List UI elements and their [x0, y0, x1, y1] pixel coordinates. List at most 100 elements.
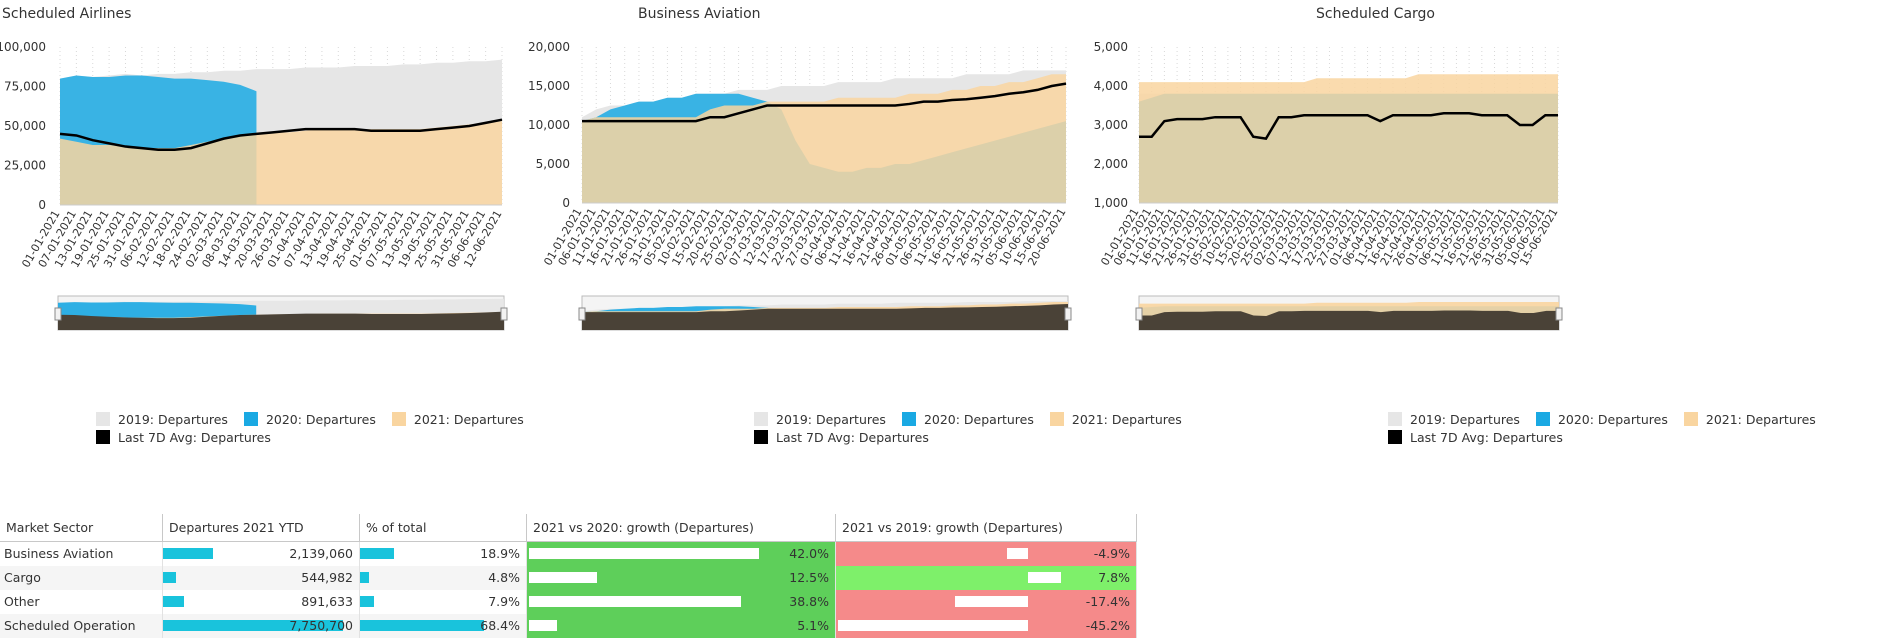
swatch-2019 [96, 412, 110, 426]
swatch-2020 [901, 412, 916, 426]
growth-2020-bar [529, 572, 598, 583]
y-tick-label: 10,000 [528, 118, 570, 132]
swatch-2021 [391, 412, 406, 426]
chart-title: Scheduled Airlines [2, 6, 132, 22]
cell-sector: Cargo [0, 566, 163, 590]
sector-label: Other [4, 594, 40, 609]
navigator-handle-right[interactable] [500, 307, 508, 321]
cell-content: 7.8% [836, 566, 1136, 590]
legend-label: 2019: Departures [776, 411, 886, 427]
cell-departures: 2,139,060 [162, 541, 360, 566]
cell-growth-2019: 7.8% [835, 566, 1137, 590]
legend-item-2019[interactable]: 2019: Departures [1388, 412, 1520, 427]
cell-sector: Scheduled Operation [0, 614, 163, 638]
table-row[interactable]: Business Aviation 2,139,060 18.9% 42.0% -4.9… [0, 541, 1137, 566]
cell-content: 2,139,060 [163, 542, 359, 566]
legend-item-2019[interactable]: 2019: Departures [96, 412, 228, 427]
column-header-market-sector[interactable]: Market Sector [0, 514, 163, 542]
growth-2019-bar [1007, 548, 1028, 559]
swatch-avg [1388, 430, 1402, 444]
y-tick-label: 0 [562, 196, 570, 210]
departures-bar [163, 620, 343, 631]
chart-scheduled-airlines[interactable]: 025,00050,00075,000100,00001-01-202107-0… [0, 0, 620, 450]
chart-business-aviation[interactable]: 05,00010,00015,00020,00001-01-202106-01-… [528, 0, 1286, 450]
legend-item-2020[interactable]: 2020: Departures [1535, 412, 1668, 427]
cell-sector: Business Aviation [0, 541, 163, 566]
cell-content: -45.2% [836, 614, 1136, 638]
pct-value: 4.8% [488, 570, 520, 585]
growth-2019-bar [954, 596, 1028, 607]
sector-label: Scheduled Operation [4, 618, 136, 633]
navigator-handle-left[interactable] [578, 307, 586, 321]
navigator-handle-right[interactable] [1555, 307, 1563, 321]
legend-item-2020[interactable]: 2020: Departures [243, 412, 376, 427]
pct-value: 18.9% [480, 546, 520, 561]
column-header-growth-2019[interactable]: 2021 vs 2019: growth (Departures) [835, 514, 1137, 542]
cell-content: 18.9% [360, 542, 526, 566]
market-sector-table: Market Sector Departures 2021 YTD % of t… [0, 514, 1137, 638]
growth-2019-bar [838, 620, 1028, 631]
legend-item-2019[interactable]: 2019: Departures [754, 412, 886, 427]
cell-content: 4.8% [360, 566, 526, 590]
area-series-y2021 [582, 74, 1066, 203]
cell-content: Cargo [0, 566, 162, 590]
growth-2020-bar [529, 620, 557, 631]
legend-label: Last 7D Avg: Departures [1410, 429, 1563, 445]
legend-label: 2019: Departures [118, 411, 228, 427]
legend-item-2021[interactable]: 2021: Departures [1683, 412, 1816, 427]
chart-panel-business-aviation: Business Aviation 0 5,000 10,000 15,000 20,0… [528, 0, 1286, 450]
cell-growth-2020: 42.0% [526, 541, 836, 566]
table-row[interactable]: Other 891,633 7.9% 38.8% -17.4% [0, 590, 1137, 614]
cell-content: 891,633 [163, 590, 359, 614]
navigator-series [1139, 310, 1559, 330]
cell-content: 7.9% [360, 590, 526, 614]
y-tick-label: 3,000 [1094, 118, 1128, 132]
cell-departures: 891,633 [162, 590, 360, 614]
legend-label: 2019: Departures [1410, 411, 1520, 427]
sector-label: Cargo [4, 570, 41, 585]
pct-bar [360, 548, 395, 559]
growth-2019-value: -45.2% [1085, 618, 1130, 633]
legend-item-2020[interactable]: 2020: Departures [901, 412, 1034, 427]
cell-content: -17.4% [836, 590, 1136, 614]
legend-item-avg[interactable]: Last 7D Avg: Departures [754, 430, 929, 445]
swatch-2020 [243, 412, 258, 426]
y-tick-label: 15,000 [528, 79, 570, 93]
area-series-y2021 [1139, 74, 1558, 203]
cell-growth-2019: -17.4% [835, 590, 1137, 614]
pct-bar [360, 596, 375, 607]
navigator-handle-right[interactable] [1064, 307, 1072, 321]
departures-value: 891,633 [301, 594, 353, 609]
legend-item-2021[interactable]: 2021: Departures [391, 412, 524, 427]
navigator-series [582, 303, 1068, 330]
growth-2020-bar [529, 596, 742, 607]
growth-2020-value: 38.8% [789, 594, 829, 609]
column-header-growth-2020[interactable]: 2021 vs 2020: growth (Departures) [526, 514, 836, 542]
navigator-series [58, 311, 504, 330]
swatch-2021 [1683, 412, 1698, 426]
line-series-avg [59, 118, 503, 151]
line-series-avg [582, 82, 1067, 123]
cell-content: 544,982 [163, 566, 359, 590]
cell-content: 42.0% [527, 542, 835, 566]
chart-scheduled-cargo[interactable]: 1,0002,0003,0004,0005,00001-01-202106-01… [1094, 0, 1884, 450]
column-header-pct-total[interactable]: % of total [359, 514, 527, 542]
legend-item-avg[interactable]: Last 7D Avg: Departures [96, 430, 271, 445]
navigator-handle-left[interactable] [1135, 307, 1143, 321]
growth-2020-value: 12.5% [789, 570, 829, 585]
legend-label: 2021: Departures [1071, 411, 1182, 427]
legend-item-2021[interactable]: 2021: Departures [1049, 411, 1182, 427]
departures-value: 544,982 [301, 570, 353, 585]
y-tick-label: 5,000 [1094, 40, 1128, 54]
legend-label: Last 7D Avg: Departures [776, 429, 929, 445]
growth-2020-value: 5.1% [797, 618, 829, 633]
column-header-departures[interactable]: Departures 2021 YTD [162, 514, 360, 542]
legend-business-aviation: 2019: Departures 2020: Departures 2021: … [754, 410, 1198, 446]
legend-item-avg[interactable]: Last 7D Avg: Departures [1388, 430, 1563, 445]
table-row[interactable]: Cargo 544,982 4.8% 12.5% 7.8% [0, 566, 1137, 590]
swatch-avg [96, 430, 110, 444]
navigator-handle-left[interactable] [54, 307, 62, 321]
table-row[interactable]: Scheduled Operation 7,750,700 68.4% 5.1% -45… [0, 614, 1137, 638]
swatch-2019 [754, 412, 768, 426]
cell-departures: 544,982 [162, 566, 360, 590]
